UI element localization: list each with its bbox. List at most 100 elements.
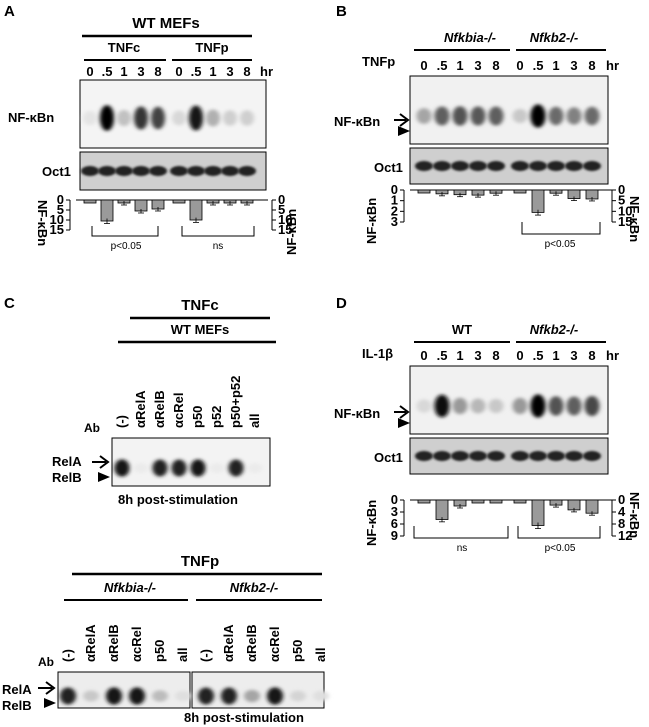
panel-c-top-subtitle: WT MEFs	[171, 322, 230, 337]
lane-label: all	[247, 414, 262, 428]
gel-band	[530, 104, 546, 128]
lane-label: 8	[588, 58, 595, 73]
lane-label: 0	[516, 348, 523, 363]
axis-tick-label: 0	[278, 192, 285, 207]
gel-band	[152, 459, 168, 477]
lane-label: 0	[420, 58, 427, 73]
lane-label: αRelB	[244, 624, 259, 662]
panel-c: C TNFc WT MEFs (-) αRelA αRelB αcRel p50 p52 p…	[2, 295, 329, 725]
lane-label: all	[313, 648, 328, 662]
panel-c-letter: C	[4, 295, 15, 312]
panel-d-control-label: Oct1	[374, 450, 403, 465]
oct1-band	[565, 161, 583, 171]
lane-label: 1	[456, 348, 463, 363]
gel-band	[512, 108, 528, 124]
lane-label: 8	[492, 348, 499, 363]
gel-band	[190, 459, 206, 477]
oct1-band	[221, 166, 239, 176]
gel-band	[223, 110, 237, 126]
panel-a-stat-1: p<0.05	[111, 241, 142, 252]
axis-tick-label: 0	[618, 492, 625, 507]
lane-label: 0	[175, 64, 182, 79]
gel-band	[584, 395, 600, 417]
lane-label: 0	[86, 64, 93, 79]
oct1-band	[529, 451, 547, 461]
oct1-band	[547, 161, 565, 171]
axis-tick-label: 0	[391, 492, 398, 507]
oct1-band	[115, 166, 133, 176]
gel-band	[240, 110, 254, 126]
gel-band	[151, 106, 165, 130]
panel-d-stimulus: IL-1β	[362, 346, 393, 361]
axis-tick-label: 15	[50, 222, 64, 237]
gel-band	[209, 463, 225, 473]
gel-band	[548, 106, 564, 126]
axis-tick-label: 9	[391, 528, 398, 543]
oct1-band	[451, 161, 469, 171]
panel-c-bottom-title: TNFp	[181, 553, 219, 570]
oct1-band	[98, 166, 116, 176]
axis-tick-label: 5	[57, 202, 64, 217]
gel-band	[267, 687, 283, 705]
gel-band	[566, 107, 582, 125]
gel-band	[290, 690, 306, 702]
axis-tick-label: 15	[618, 214, 632, 229]
gel-band	[566, 396, 582, 416]
lane-label: p50	[152, 640, 167, 662]
lane-label: 1	[209, 64, 216, 79]
panel-b-y-label-right: NF-κBn	[627, 196, 642, 242]
panel-d-band-label: NF-κBn	[334, 406, 380, 421]
lane-label: 0	[516, 58, 523, 73]
bar	[513, 189, 527, 194]
gel-band	[221, 687, 237, 705]
gel-band	[584, 106, 600, 126]
oct1-band	[451, 451, 469, 461]
bar	[417, 499, 431, 504]
oct1-band	[511, 451, 529, 461]
gel-band	[434, 106, 450, 126]
bar	[100, 199, 114, 222]
panel-d-hr: hr	[606, 348, 619, 363]
gel-band	[206, 109, 220, 127]
axis-tick-label: 0	[391, 182, 398, 197]
lane-label: (-)	[60, 649, 75, 662]
panel-c-bottom-band-1: RelA	[2, 682, 32, 697]
gel-band	[228, 459, 244, 477]
panel-a-hr: hr	[260, 64, 273, 79]
bar	[189, 199, 203, 221]
panel-a-control-label: Oct1	[42, 164, 71, 179]
gel-band	[83, 110, 97, 126]
panel-b-control-label: Oct1	[374, 160, 403, 175]
lane-label: 3	[474, 58, 481, 73]
panel-a-stat-2: ns	[213, 241, 224, 252]
axis-tick-label: 12	[618, 528, 632, 543]
lane-label: .5	[102, 64, 113, 79]
axis-tick-label: 6	[391, 516, 398, 531]
bar	[489, 499, 503, 504]
bar	[435, 499, 449, 520]
gel-band	[470, 106, 486, 126]
panel-d-group-2: Nfkb2-/-	[530, 322, 578, 337]
panel-a-y-label-left: NF-κBn	[35, 200, 50, 246]
panel-c-bottom-ab: Ab	[38, 655, 54, 669]
oct1-band	[415, 161, 433, 171]
axis-tick-label: 8	[618, 516, 625, 531]
lane-label: αRelA	[133, 390, 148, 428]
gel-band	[133, 463, 149, 473]
panel-b-hr: hr	[606, 58, 619, 73]
oct1-band	[469, 451, 487, 461]
lane-label: αRelB	[152, 390, 167, 428]
panel-c-bottom-caption: 8h post-stimulation	[184, 710, 304, 725]
lane-label: 8	[492, 58, 499, 73]
gel-band	[114, 459, 130, 477]
panel-b-stimulus: TNFp	[362, 54, 395, 69]
gel-band	[488, 106, 504, 126]
gel-band	[416, 399, 432, 413]
panel-c-top-band-2: RelB	[52, 470, 82, 485]
panel-c-bottom-band-2: RelB	[2, 698, 32, 713]
bar	[513, 499, 527, 504]
axis-tick-label: 0	[57, 192, 64, 207]
oct1-band	[170, 166, 188, 176]
gel-band	[117, 109, 131, 127]
